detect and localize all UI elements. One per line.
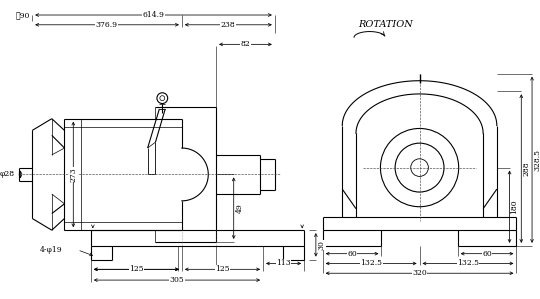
Text: 238: 238 bbox=[220, 21, 235, 29]
Text: 49: 49 bbox=[235, 203, 244, 213]
Text: 614.9: 614.9 bbox=[143, 11, 165, 19]
Text: φ28: φ28 bbox=[0, 170, 15, 179]
Text: 288: 288 bbox=[522, 161, 530, 176]
Text: 376.9: 376.9 bbox=[96, 21, 118, 29]
Text: 4-φ19: 4-φ19 bbox=[40, 246, 63, 254]
Text: 180: 180 bbox=[510, 199, 518, 214]
Text: 125: 125 bbox=[129, 265, 144, 273]
Text: 30: 30 bbox=[318, 240, 326, 250]
Text: 328.5: 328.5 bbox=[533, 149, 540, 171]
Text: 125: 125 bbox=[215, 265, 230, 273]
Text: 132.5: 132.5 bbox=[457, 260, 479, 267]
Text: 305: 305 bbox=[170, 276, 184, 284]
Text: ✨90: ✨90 bbox=[16, 12, 30, 20]
Text: 132.5: 132.5 bbox=[360, 260, 382, 267]
Text: 320: 320 bbox=[412, 269, 427, 277]
Text: 60: 60 bbox=[347, 250, 357, 258]
Text: ROTATION: ROTATION bbox=[358, 20, 413, 29]
Text: 60: 60 bbox=[482, 250, 492, 258]
Text: 273: 273 bbox=[69, 167, 77, 182]
Text: 125: 125 bbox=[129, 265, 144, 273]
Text: 82: 82 bbox=[241, 40, 251, 48]
Text: 113: 113 bbox=[276, 260, 291, 267]
